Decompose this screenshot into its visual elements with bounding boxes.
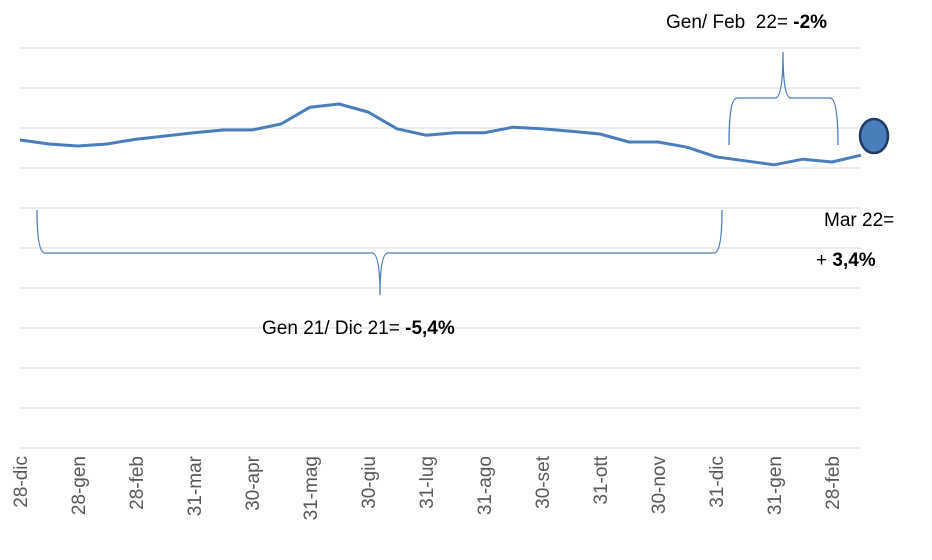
line-series	[19, 102, 862, 167]
x-tick-label: 31-ott	[591, 455, 612, 504]
x-tick-label: 30-nov	[649, 456, 670, 515]
brace-2021	[36, 209, 723, 296]
x-tick-label: 31-ago	[475, 456, 496, 515]
highlight-dot	[858, 117, 890, 155]
x-tick-label: 30-giu	[359, 456, 380, 509]
x-tick-label: 30-set	[533, 455, 554, 509]
x-tick-label: 31-mar	[185, 455, 206, 516]
x-tick-label: 28-dic	[11, 456, 32, 508]
annotation-text: Gen 21/ Dic 21=	[262, 318, 405, 339]
brace-2022	[728, 51, 839, 146]
annotation-genfeb: Gen/ Feb 22= -2%	[666, 12, 827, 33]
annotation-2021: Gen 21/ Dic 21= -5,4%	[262, 318, 455, 339]
annotation-mar: Mar 22=	[824, 210, 894, 231]
x-tick-label: 30-apr	[243, 455, 264, 511]
x-tick-label: 28-gen	[69, 456, 90, 515]
x-tick-label: 28-feb	[127, 456, 148, 510]
annotation-bold: 3,4%	[832, 250, 875, 271]
annotation-mar-value: + 3,4%	[816, 250, 876, 271]
x-tick-label: 31-dic	[707, 456, 728, 508]
plot	[19, 102, 862, 167]
annotation-text: Gen/ Feb 22=	[666, 12, 793, 33]
x-tick-label: 31-gen	[765, 456, 786, 515]
annotation-bold: -2%	[793, 12, 827, 33]
x-tick-label: 31-lug	[417, 456, 438, 509]
annotation-text: +	[816, 250, 832, 271]
x-tick-label: 31-mag	[301, 456, 322, 520]
x-tick-label: 28-feb	[823, 456, 844, 510]
annotation-bold: -5,4%	[405, 318, 455, 339]
grid	[20, 47, 861, 449]
